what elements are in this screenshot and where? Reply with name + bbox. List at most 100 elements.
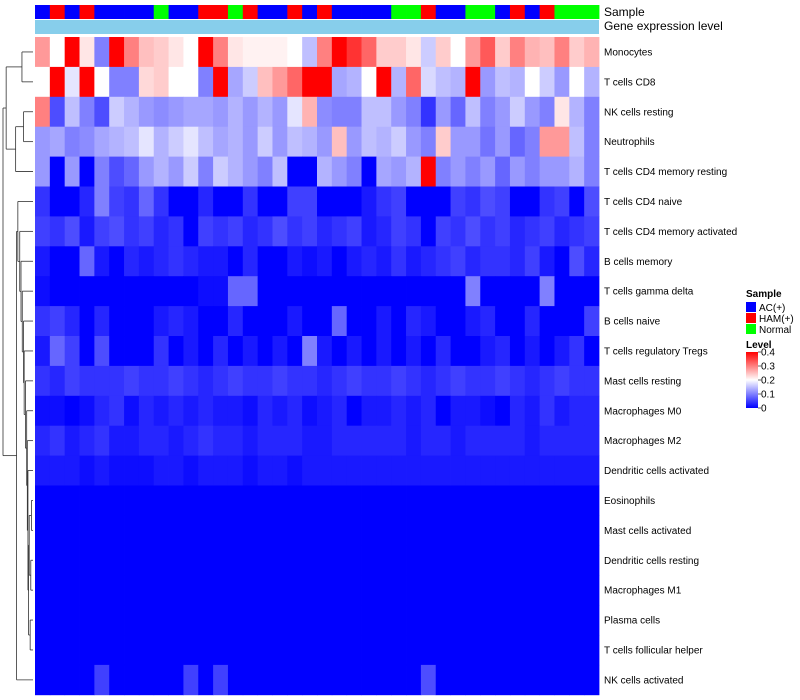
heatmap-cell [198,395,214,427]
heatmap-cell [109,455,125,486]
sample-annotation-cell [272,5,288,19]
sample-annotation-cell [317,5,333,19]
heatmap-cell [361,66,377,98]
row-label: T cells CD4 naive [604,197,683,208]
row-label: Neutrophils [604,137,655,148]
annotation-label-gene-expression: Gene expression level [604,19,723,33]
heatmap-cell [317,216,333,247]
heatmap-cell [79,664,95,696]
heatmap-cell [406,455,422,486]
heatmap-cell [361,276,377,307]
heatmap-cell [584,664,600,696]
legend-tick-label: 0.4 [761,348,775,359]
sample-annotation-cell [94,5,110,19]
sample-annotation-cell [539,5,555,19]
heatmap-cell [524,575,541,606]
heatmap-cell [584,66,600,98]
heatmap-cell [509,455,526,486]
heatmap-cell [124,425,140,456]
heatmap-cell [242,425,259,456]
heatmap-cell [509,515,526,546]
heatmap-cell [79,515,95,546]
heatmap-cell [109,425,125,456]
sample-annotation-cell [495,5,511,19]
heatmap-cell [495,664,511,696]
heatmap-cell [406,156,422,187]
heatmap-cell [227,395,244,427]
heatmap-cell [524,306,541,337]
heatmap-cell [361,605,377,636]
heatmap-cell [213,575,229,606]
heatmap-cell [435,306,451,337]
heatmap-cell [346,395,362,427]
heatmap-cell [109,37,125,68]
heatmap-cell [272,66,288,98]
heatmap-cell [64,306,80,337]
heatmap-cell [331,455,348,486]
heatmap-cell [138,664,155,696]
heatmap-cell [376,545,392,576]
heatmap-cell [198,545,214,576]
heatmap-cell [406,276,422,307]
heatmap-cell [465,365,481,397]
row-label: Macrophages M1 [604,586,682,597]
heatmap-cell [569,545,585,576]
heatmap-cell [509,545,526,576]
heatmap-cell [198,156,214,187]
heatmap-cell [524,455,541,486]
heatmap-cell [49,545,66,576]
heatmap-cell [524,246,541,277]
heatmap-cell [450,395,466,427]
heatmap-cell [153,635,169,666]
heatmap-cell [420,186,437,217]
heatmap-cell [153,276,169,307]
heatmap-cell [554,156,570,187]
heatmap-cell [272,545,288,576]
heatmap-cell [420,96,437,128]
heatmap-cell [109,395,125,427]
heatmap-cell [361,515,377,546]
heatmap-cell [584,276,600,307]
sample-annotation-cell [153,5,169,19]
heatmap-cell [198,37,214,68]
heatmap-cell [554,216,570,247]
heatmap-cell [495,545,511,576]
heatmap-cell [183,545,199,576]
heatmap-cell [554,66,570,98]
heatmap-cell [406,485,422,516]
heatmap-cell [94,395,110,427]
heatmap-cell [272,306,288,337]
heatmap-cell [124,545,140,576]
sample-annotation-cell [35,5,51,19]
heatmap-cell [539,365,555,397]
heatmap-cell [242,515,259,546]
heatmap-cell [79,365,95,397]
heatmap-cell [49,336,66,367]
heatmap-cell [420,365,437,397]
heatmap-cell [480,37,496,68]
heatmap-cell [450,425,466,456]
heatmap-cell [480,455,496,486]
heatmap-cell [153,395,169,427]
heatmap-cell [64,664,80,696]
heatmap-cell [242,605,259,636]
heatmap-cell [94,605,110,636]
heatmap-cell [168,306,184,337]
heatmap-cell [124,276,140,307]
heatmap-cell [361,156,377,187]
heatmap-cell [168,664,184,696]
heatmap-cell [569,306,585,337]
heatmap-cell [213,485,229,516]
heatmap-cell [227,664,244,696]
heatmap-cell [420,425,437,456]
heatmap-cell [257,216,273,247]
heatmap-cell [183,216,199,247]
heatmap-cell [242,37,259,68]
heatmap-cell [257,365,273,397]
heatmap-cell [331,66,348,98]
sample-annotation-bar [35,5,600,19]
heatmap-cell [450,485,466,516]
heatmap-cell [524,186,541,217]
heatmap-cell [64,485,80,516]
heatmap-cell [331,156,348,187]
